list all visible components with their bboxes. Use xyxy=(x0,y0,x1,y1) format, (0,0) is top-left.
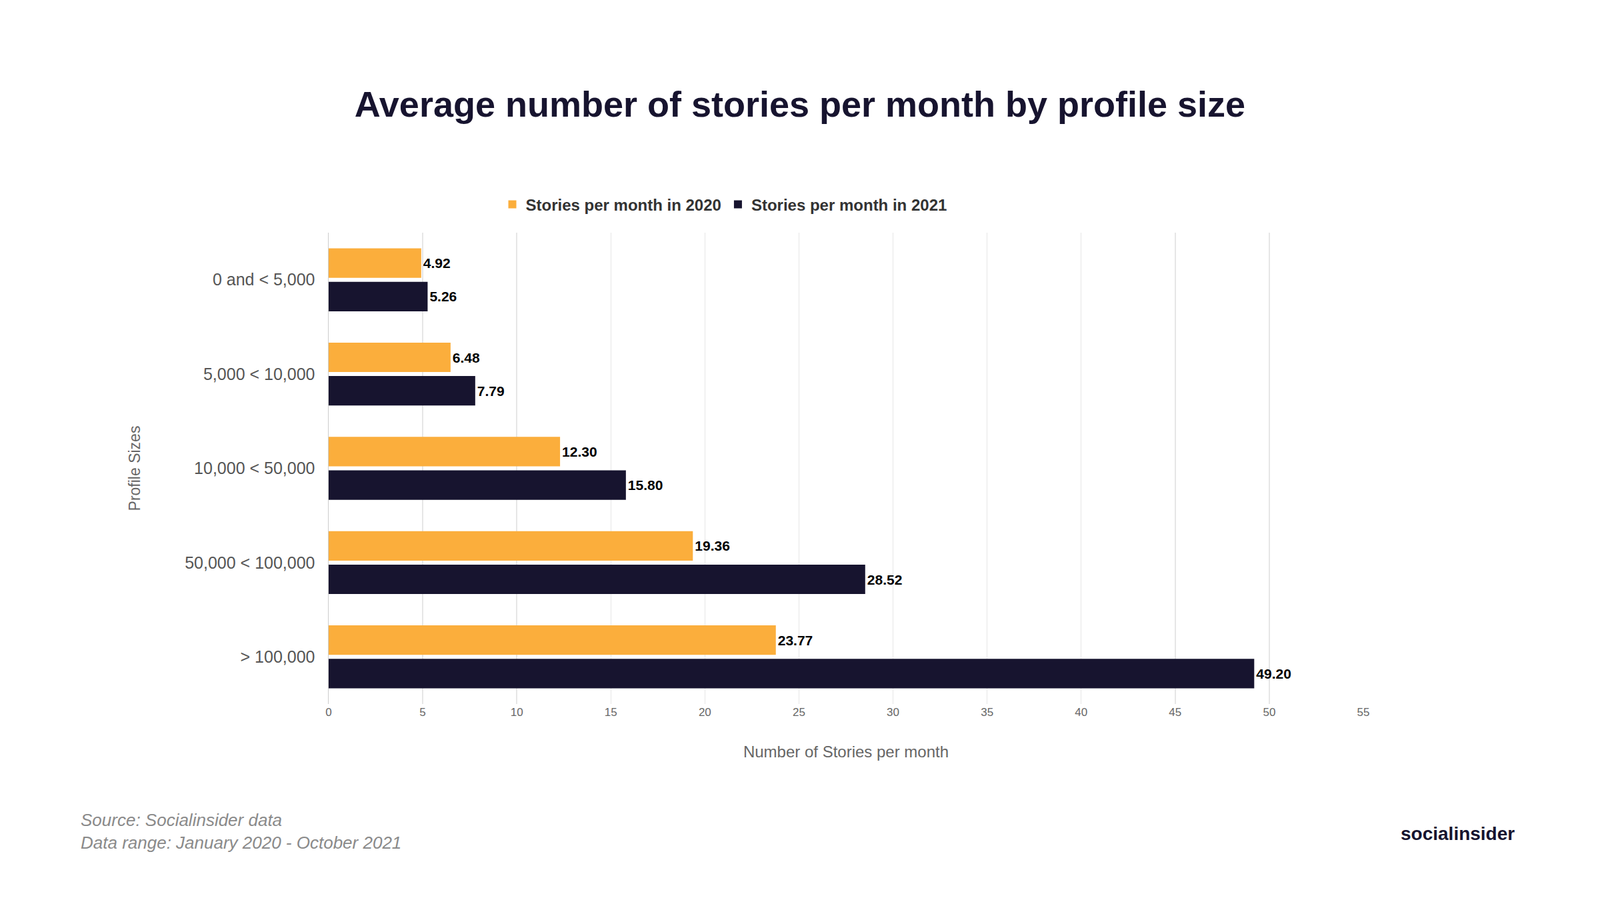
svg-text:6.48: 6.48 xyxy=(452,350,480,366)
svg-text:35: 35 xyxy=(980,706,994,719)
svg-text:45: 45 xyxy=(1168,706,1182,719)
svg-text:28.52: 28.52 xyxy=(867,572,903,588)
svg-text:25: 25 xyxy=(792,706,806,719)
svg-text:55: 55 xyxy=(1357,706,1370,719)
svg-text:Stories per month in 2021: Stories per month in 2021 xyxy=(751,196,947,214)
svg-text:Stories per month in 2020: Stories per month in 2020 xyxy=(526,196,722,214)
svg-text:15: 15 xyxy=(604,706,618,719)
svg-text:20: 20 xyxy=(698,706,712,719)
svg-text:23.77: 23.77 xyxy=(778,632,814,648)
svg-text:Profile Sizes: Profile Sizes xyxy=(126,426,144,512)
svg-text:5,000 < 10,000: 5,000 < 10,000 xyxy=(203,364,316,384)
svg-text:30: 30 xyxy=(886,706,900,719)
svg-text:5.26: 5.26 xyxy=(429,288,457,304)
svg-text:49.20: 49.20 xyxy=(1256,666,1292,682)
svg-text:12.30: 12.30 xyxy=(562,444,598,460)
svg-text:0: 0 xyxy=(325,706,332,719)
svg-text:socialinsider: socialinsider xyxy=(1400,823,1515,844)
svg-text:Average number of stories per: Average number of stories per month by p… xyxy=(354,84,1246,124)
svg-text:0 and < 5,000: 0 and < 5,000 xyxy=(212,270,316,289)
svg-text:10,000 < 50,000: 10,000 < 50,000 xyxy=(194,458,315,478)
svg-text:40: 40 xyxy=(1074,706,1088,719)
svg-text:4.92: 4.92 xyxy=(423,255,451,271)
svg-text:50: 50 xyxy=(1262,706,1276,719)
svg-text:> 100,000: > 100,000 xyxy=(240,647,316,666)
svg-text:Source: Socialinsider data: Source: Socialinsider data xyxy=(80,810,282,830)
svg-text:19.36: 19.36 xyxy=(694,538,730,554)
svg-text:Data range: January 2020 - Oct: Data range: January 2020 - October 2021 xyxy=(80,832,402,853)
svg-text:7.79: 7.79 xyxy=(477,383,505,399)
svg-text:Number of Stories per month: Number of Stories per month xyxy=(743,742,949,761)
svg-text:5: 5 xyxy=(419,706,426,719)
svg-text:15.80: 15.80 xyxy=(628,477,664,493)
svg-text:50,000 < 100,000: 50,000 < 100,000 xyxy=(184,553,315,572)
svg-text:10: 10 xyxy=(510,706,524,719)
